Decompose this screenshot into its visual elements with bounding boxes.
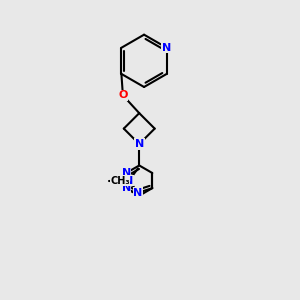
Text: CH₃: CH₃ [110,176,130,186]
Text: N: N [124,176,134,186]
Text: N: N [133,188,142,198]
Text: O: O [118,90,128,100]
Text: N: N [135,139,144,149]
Text: N: N [122,183,131,193]
Text: N: N [122,168,131,178]
Text: N: N [162,43,171,53]
